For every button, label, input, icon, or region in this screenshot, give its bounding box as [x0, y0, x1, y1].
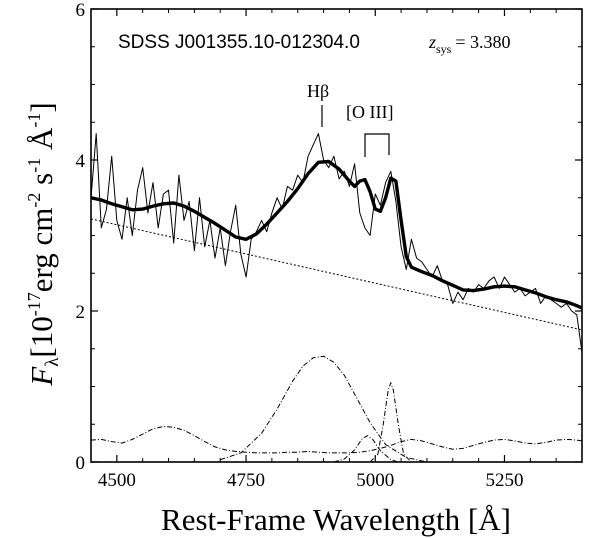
series-line-4	[91, 426, 582, 454]
series-line-6	[333, 435, 399, 462]
x-tick-label: 5250	[485, 470, 523, 491]
redshift-subscript: sys	[436, 42, 452, 56]
series-line-5	[220, 355, 428, 462]
y-axis-title: Fλ[10-17erg cm-2 s-1 Å-1]	[24, 102, 63, 386]
y-label-mid2: s	[24, 173, 59, 193]
y-label-exp4: -1	[24, 113, 44, 128]
redshift-symbol: z	[428, 32, 436, 52]
y-label-sub: λ	[42, 357, 63, 367]
y-label-pre: [10	[24, 316, 59, 357]
series-line-2	[91, 159, 582, 310]
tick-layer: 4500 4750 5000 5250 0 2 4 6	[76, 0, 583, 491]
object-name: SDSS J001355.10-012304.0	[118, 32, 360, 53]
y-label-exp1: -17	[24, 292, 44, 316]
oiii-label: [O III]	[346, 102, 393, 122]
y-label-exp3: -1	[24, 158, 44, 173]
y-label-post: ]	[24, 102, 59, 112]
redshift-label: zsys = 3.380	[428, 32, 511, 56]
x-axis-title: Rest-Frame Wavelength [Å]	[161, 502, 511, 537]
y-tick-label: 0	[76, 453, 86, 474]
hbeta-label: Hβ	[307, 81, 329, 101]
y-label-angstrom: Å	[24, 127, 59, 158]
x-tick-label: 4500	[98, 470, 136, 491]
redshift-value: = 3.380	[455, 32, 510, 52]
y-label-mid: erg cm	[24, 208, 59, 293]
y-tick-label: 6	[76, 0, 86, 21]
series-layer	[91, 133, 582, 462]
plot-frame	[90, 8, 583, 463]
y-tick-label: 2	[76, 302, 86, 323]
y-label-symbol: F	[24, 366, 59, 387]
series-line-3	[91, 218, 582, 331]
x-tick-label: 5000	[356, 470, 394, 491]
y-label-exp2: -2	[24, 193, 44, 208]
oiii-marker	[364, 133, 390, 157]
series-line-7	[369, 382, 412, 462]
x-tick-label: 4750	[227, 470, 265, 491]
y-tick-label: 4	[76, 151, 86, 172]
